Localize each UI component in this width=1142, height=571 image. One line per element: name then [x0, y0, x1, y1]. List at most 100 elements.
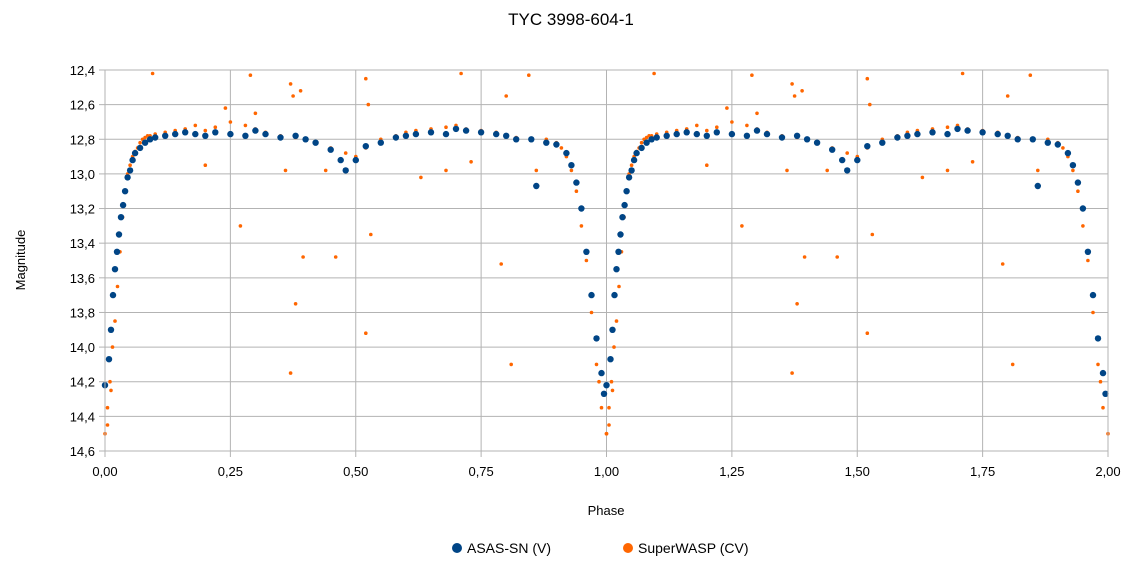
asas-sn-point [503, 132, 510, 139]
superwasp-point [755, 111, 759, 116]
asas-sn-point [1079, 205, 1087, 212]
asas-sn-point [121, 188, 129, 195]
superwasp-point [1000, 262, 1005, 266]
asas-sn-point [126, 167, 134, 174]
asas-sn-point [728, 130, 736, 138]
asas-sn-point [136, 144, 144, 152]
legend-label: SuperWASP (CV) [638, 540, 748, 556]
asas-sn-point [212, 129, 219, 136]
asas-sn-point [1094, 335, 1102, 342]
asas-sn-point [192, 130, 199, 138]
asas-sn-point [1014, 136, 1021, 143]
asas-sn-point [979, 129, 986, 136]
y-tick-label: 13,6 [70, 271, 95, 286]
superwasp-point [1036, 168, 1040, 173]
asas-sn-point [633, 149, 640, 157]
asas-sn-point [113, 248, 121, 255]
asas-sn-point [628, 167, 635, 174]
asas-sn-point [1064, 149, 1072, 157]
superwasp-point [607, 405, 611, 410]
asas-sn-point [600, 390, 608, 397]
superwasp-point [1101, 405, 1105, 410]
asas-sn-point [1004, 132, 1011, 139]
asas-sn-point [292, 132, 299, 139]
superwasp-point [301, 255, 305, 259]
superwasp-point [639, 140, 644, 145]
asas-sn-point [568, 162, 575, 169]
superwasp-point [203, 163, 208, 167]
x-tick-labels: 0,00 0,25 0,50 0,75 1,00 1,25 1,50 1,75 2,00 [92, 464, 1120, 479]
superwasp-point [138, 140, 142, 145]
superwasp-point [527, 73, 531, 77]
y-tick-label: 13,0 [70, 167, 95, 182]
superwasp-point [1086, 258, 1090, 263]
asas-sn-point [904, 132, 911, 139]
superwasp-point [1005, 94, 1010, 98]
x-tick-label: 0,50 [343, 464, 368, 479]
asas-sn-point [109, 291, 117, 299]
y-tick-label: 14,2 [70, 375, 95, 390]
y-tick-label: 12,4 [70, 63, 95, 78]
superwasp-point [444, 125, 448, 129]
asas-sn-point [1044, 139, 1052, 146]
superwasp-point [108, 379, 112, 384]
asas-sn-point [607, 356, 614, 363]
asas-sn-point [513, 136, 520, 143]
superwasp-point [589, 310, 594, 315]
superwasp-point [323, 168, 328, 173]
legend: ASAS-SN (V) SuperWASP (CV) [452, 540, 748, 556]
superwasp-point [223, 106, 228, 110]
data-points [101, 71, 1110, 436]
superwasp-point [238, 224, 243, 228]
superwasp-point [1096, 362, 1100, 367]
asas-sn-point [124, 174, 131, 181]
asas-sn-point [1102, 390, 1109, 397]
superwasp-point [213, 125, 218, 129]
x-axis-label: Phase [588, 503, 625, 518]
superwasp-point [459, 71, 463, 76]
asas-sn-point [894, 134, 901, 141]
superwasp-point [1081, 224, 1085, 228]
superwasp-point [740, 224, 744, 228]
superwasp-point [870, 232, 875, 237]
asas-sn-point [377, 139, 384, 146]
superwasp-point [419, 175, 423, 180]
superwasp-point [444, 168, 448, 173]
superwasp-point [612, 345, 616, 349]
superwasp-point [509, 362, 513, 367]
superwasp-point [559, 146, 564, 150]
asas-sn-point [578, 205, 585, 212]
asas-sn-point [603, 382, 610, 389]
y-tick-label: 14,4 [70, 409, 95, 424]
asas-sn-point [778, 134, 786, 141]
y-tick-label: 12,8 [70, 132, 95, 147]
asas-sn-point [864, 143, 871, 150]
asas-sn-point [117, 214, 125, 221]
asas-sn-point [929, 129, 936, 136]
asas-sn-point [1074, 179, 1082, 186]
asas-sn-point [111, 266, 119, 273]
y-tick-label: 14,0 [70, 340, 95, 355]
asas-sn-point [879, 139, 886, 146]
legend-label: ASAS-SN (V) [467, 540, 551, 556]
superwasp-point [115, 284, 120, 289]
superwasp-point [970, 160, 975, 164]
superwasp-point [469, 160, 473, 164]
superwasp-point [1091, 310, 1095, 315]
asas-sn-point [242, 132, 249, 139]
asas-sn-point [617, 231, 624, 238]
legend-marker [623, 543, 633, 553]
asas-sn-point [663, 132, 670, 139]
superwasp-point [579, 224, 584, 228]
asas-sn-point [813, 139, 821, 146]
asas-sn-point [412, 130, 420, 138]
asas-sn-point [630, 156, 638, 164]
asas-sn-point [1069, 162, 1077, 169]
superwasp-point [253, 111, 258, 116]
superwasp-point [283, 168, 288, 173]
asas-sn-point [182, 129, 189, 136]
asas-sn-point [683, 129, 690, 136]
asas-sn-point [673, 130, 680, 138]
superwasp-point [364, 76, 368, 81]
y-tick-label: 13,8 [70, 305, 95, 320]
